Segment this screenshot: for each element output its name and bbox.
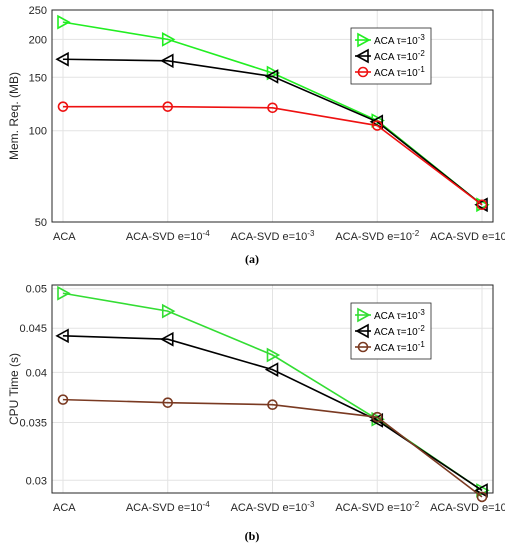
x-tick-label: ACA-SVD e=10-4 [126, 229, 210, 243]
data-point [161, 32, 176, 47]
y-tick-label: 0.03 [26, 475, 47, 487]
data-point [161, 303, 176, 319]
data-point [57, 14, 71, 30]
data-point [57, 285, 71, 301]
y-axis-label: CPU Time (s) [7, 353, 21, 425]
series-line [62, 398, 483, 498]
data-point [160, 53, 174, 69]
data-point [371, 411, 383, 423]
data-point [264, 69, 279, 84]
data-point [162, 397, 174, 408]
x-tick-label: ACA [53, 231, 76, 243]
legend-entry: ACA τ=10-1 [374, 340, 425, 354]
series-line [63, 105, 483, 206]
y-tick-label: 150 [29, 72, 47, 84]
x-tick-label: ACA-SVD e=10-3 [231, 500, 315, 514]
data-point [57, 101, 69, 112]
legend-entry: ACA τ=10-2 [374, 324, 425, 338]
legend-marker [357, 341, 369, 353]
data-point [162, 101, 174, 112]
legend-entry: ACA τ=10-3 [374, 33, 425, 47]
data-point [474, 483, 488, 498]
x-tick-label: ACA-SVD e=10-3 [231, 229, 315, 243]
x-tick-label: ACA-SVD e=10-1 [430, 229, 505, 243]
figure-caption: (b) [245, 529, 260, 543]
data-point [160, 331, 174, 347]
x-tick-label: ACA-SVD e=10-1 [430, 500, 505, 514]
x-tick-label: ACA-SVD e=10-4 [126, 500, 210, 514]
legend-marker [357, 66, 369, 78]
y-axis-label: Mem. Req. (MB) [7, 72, 21, 160]
legend-marker [355, 48, 369, 64]
legend-entry: ACA τ=10-3 [374, 308, 425, 322]
legend-marker [357, 32, 371, 48]
chart-cpu-time: 0.03 0.035 0.04 0.045 0.05 ACA ACA-SVD e=10-4 A… [7, 284, 505, 543]
chart-memory: 50 100 150 200 250 ACA ACA-SVD e=10-4 ACA-SVD e… [7, 5, 505, 266]
figure-caption: (a) [245, 252, 259, 266]
y-tick-label: 0.045 [19, 323, 47, 335]
x-tick-label: ACA [53, 502, 76, 514]
legend-marker [355, 323, 369, 339]
y-tick-label: 0.05 [26, 284, 47, 296]
y-tick-label: 100 [29, 126, 47, 138]
plot-frame [51, 284, 494, 494]
data-point [371, 120, 383, 131]
legend-entry: ACA τ=10-1 [374, 65, 425, 79]
x-tick-label: ACA-SVD e=10-2 [335, 500, 419, 514]
data-point [57, 394, 69, 405]
data-point [264, 362, 279, 377]
data-point [267, 102, 278, 114]
y-tick-label: 0.04 [26, 367, 47, 379]
legend-entry: ACA τ=10-2 [374, 49, 425, 63]
data-point [55, 328, 69, 344]
y-tick-label: 0.035 [19, 417, 47, 429]
series-line [62, 58, 483, 206]
plot-frame [51, 9, 494, 223]
x-tick-label: ACA-SVD e=10-2 [335, 229, 419, 243]
legend-marker [357, 307, 371, 323]
data-point [267, 399, 278, 410]
data-point [476, 199, 488, 211]
data-point [266, 347, 281, 363]
data-point [476, 491, 488, 503]
data-point [55, 51, 69, 67]
y-tick-label: 250 [29, 5, 47, 17]
y-tick-label: 50 [35, 217, 47, 229]
y-tick-label: 200 [29, 34, 47, 46]
